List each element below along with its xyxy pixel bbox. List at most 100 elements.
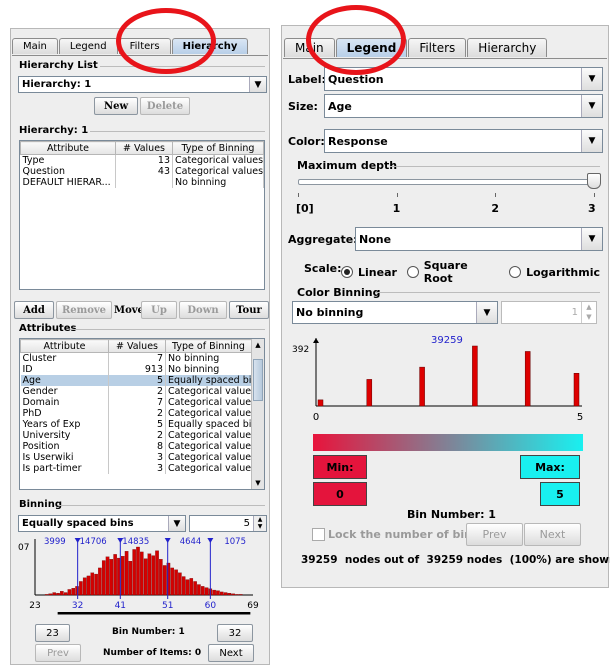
tour-button[interactable]: Tour — [229, 301, 269, 319]
color-bin-count-spinner[interactable]: 1 ▲ ▼ — [501, 301, 597, 324]
table-row[interactable]: Cluster 7 No binning — [20, 352, 252, 364]
table-row[interactable]: Is part-timer 3 Categorical values — [20, 463, 252, 474]
slider-tick — [298, 193, 299, 197]
attributes-table[interactable]: Attribute # Values Type of Binning Clust… — [19, 338, 265, 490]
radio-icon[interactable] — [341, 266, 353, 278]
up-button[interactable]: Up — [141, 301, 177, 319]
max-value-field[interactable]: 5 — [540, 482, 580, 506]
range-left-value[interactable]: 23 — [35, 624, 70, 642]
histogram-bar — [82, 577, 87, 596]
lock-bins-checkbox[interactable] — [312, 528, 325, 541]
tab-main[interactable]: Main — [12, 38, 58, 54]
range-bar[interactable] — [57, 612, 251, 615]
radio-icon[interactable] — [406, 266, 419, 278]
bin-marker-triangle-icon[interactable] — [164, 538, 171, 543]
range-right-value[interactable]: 32 — [217, 624, 253, 642]
aggregate-select[interactable]: None ▼ — [355, 227, 603, 251]
hierarchy-table-title: Hierarchy: 1 — [19, 125, 89, 136]
table-row[interactable]: PhD 2 Categorical values — [20, 408, 252, 419]
bin-marker-triangle-icon[interactable] — [117, 538, 124, 543]
highlight-ring-left — [116, 8, 216, 74]
color-binning-mode-select[interactable]: No binning ▼ — [292, 301, 498, 324]
add-button[interactable]: Add — [14, 301, 54, 319]
column-header[interactable]: Type of Binning — [172, 141, 264, 155]
column-header[interactable]: Attribute — [20, 141, 116, 155]
scroll-down-arrow[interactable]: ▼ — [255, 479, 261, 487]
histogram-bar — [143, 558, 148, 596]
min-value-field[interactable]: 0 — [313, 482, 367, 506]
x-tick-label: 23 — [29, 601, 40, 611]
histogram-bar — [124, 551, 129, 596]
histogram-bar — [60, 591, 64, 596]
chevron-down-icon[interactable]: ▼ — [168, 516, 185, 531]
y-axis-arrow-icon — [313, 338, 319, 343]
column-header[interactable]: # Values — [115, 141, 173, 155]
chevron-down-icon[interactable]: ▼ — [476, 302, 497, 323]
max-color-swatch[interactable]: Max: — [520, 455, 580, 479]
scale-option-linear[interactable]: Linear — [341, 259, 397, 285]
column-header[interactable]: Attribute — [20, 339, 109, 353]
next-button[interactable]: Next — [208, 644, 254, 662]
spinner-arrows-icon[interactable]: ▲ ▼ — [253, 516, 266, 531]
bin-marker-triangle-icon[interactable] — [74, 538, 81, 543]
color-binning-histogram[interactable]: 39259 392 0 5 — [290, 330, 605, 427]
color-next-button[interactable]: Next — [524, 523, 581, 546]
color-prev-button[interactable]: Prev — [466, 523, 523, 546]
bin-count-spinner[interactable]: 5 ▲ ▼ — [189, 515, 267, 532]
bin-marker-triangle-icon[interactable] — [207, 538, 214, 543]
scroll-thumb[interactable] — [253, 359, 263, 401]
column-header[interactable]: Type of Binning — [165, 339, 252, 353]
vertical-scrollbar[interactable]: ▲ ▼ — [251, 339, 264, 489]
table-row[interactable]: ID 913 No binning — [20, 364, 252, 375]
table-row[interactable]: DEFAULT HIERAR... No binning — [20, 177, 264, 188]
tab-filters[interactable]: Filters — [408, 38, 467, 57]
highlight-ring-right — [306, 5, 406, 75]
delete-button[interactable]: Delete — [140, 97, 190, 115]
histogram-bar — [220, 591, 224, 596]
new-button[interactable]: New — [94, 97, 138, 115]
table-cell: Equally spaced bins — [165, 375, 252, 386]
histogram-bar — [63, 592, 68, 596]
chevron-down-icon[interactable]: ▼ — [249, 77, 266, 92]
table-cell: 8 — [108, 441, 166, 452]
table-row[interactable]: Gender 2 Categorical values — [20, 386, 252, 397]
table-row[interactable]: Position 8 Categorical values — [20, 441, 252, 452]
spinner-arrows-icon[interactable]: ▲ ▼ — [581, 302, 596, 323]
table-cell: Categorical values — [165, 397, 252, 408]
tab-hierarchy[interactable]: Hierarchy — [467, 38, 548, 57]
table-row[interactable]: University 2 Categorical values — [20, 430, 252, 441]
table-cell: Categorical values — [165, 430, 252, 441]
chevron-down-icon[interactable]: ▼ — [581, 130, 602, 152]
histogram-bar — [419, 366, 425, 407]
histogram-bar — [75, 586, 79, 596]
radio-icon[interactable] — [509, 266, 522, 278]
remove-button[interactable]: Remove — [56, 301, 112, 319]
prev-button[interactable]: Prev — [35, 644, 81, 662]
chevron-down-icon[interactable]: ▼ — [581, 68, 602, 90]
binning-mode-select[interactable]: Equally spaced bins ▼ — [18, 515, 186, 532]
table-cell: 5 — [108, 375, 166, 386]
scale-option-square-root[interactable]: Square Root — [406, 259, 499, 285]
tab-legend[interactable]: Legend — [58, 38, 118, 54]
chevron-down-icon[interactable]: ▼ — [581, 95, 602, 117]
chevron-down-icon[interactable]: ▼ — [581, 228, 602, 250]
size-select[interactable]: Age ▼ — [324, 94, 603, 118]
table-row[interactable]: Domain 7 Categorical values — [20, 397, 252, 408]
label-field-label: Label: — [288, 73, 326, 86]
table-row[interactable]: Question 43 Categorical values — [20, 166, 264, 177]
max-depth-slider-thumb[interactable] — [587, 173, 601, 189]
column-header[interactable]: # Values — [108, 339, 166, 353]
min-color-swatch[interactable]: Min: — [313, 455, 367, 479]
table-row[interactable]: Type 13 Categorical values — [20, 154, 264, 166]
max-depth-slider-track[interactable] — [298, 179, 596, 185]
binning-histogram[interactable]: 07 3999 14706 14835 4644 1075 23 32 41 51 60 69 — [18, 533, 268, 615]
color-select[interactable]: Response ▼ — [324, 129, 603, 153]
scale-option-logarithmic[interactable]: Logarithmic — [509, 259, 600, 285]
hierarchy-select[interactable]: Hierarchy: 1 ▼ — [18, 76, 267, 93]
down-button[interactable]: Down — [179, 301, 227, 319]
hierarchy-table[interactable]: Attribute # Values Type of Binning Type 1… — [19, 140, 265, 290]
table-row[interactable]: Is Userwiki 3 Categorical values — [20, 452, 252, 463]
scroll-up-arrow[interactable]: ▲ — [255, 341, 261, 349]
